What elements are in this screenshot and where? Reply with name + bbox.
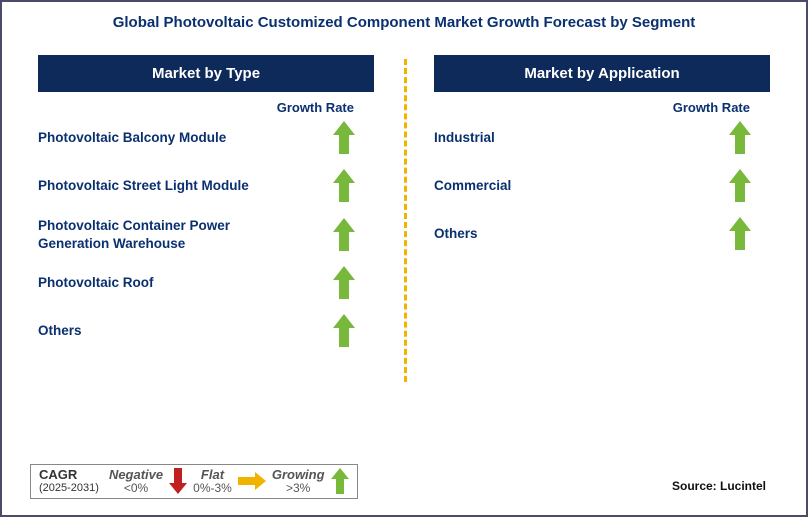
right-rows: Industrial Commercial Others [434,121,770,251]
legend-cat-label: Growing [272,468,325,482]
left-header: Market by Type [38,55,374,92]
source-text: Source: Lucintel [672,479,766,493]
segment-row: Photovoltaic Street Light Module [38,169,374,203]
legend-cat-flat: Flat 0%-3% [193,468,232,495]
right-growth-label: Growth Rate [434,100,770,115]
left-growth-label: Growth Rate [38,100,374,115]
arrow-right-icon [238,472,266,490]
growth-arrow-cell [314,314,374,348]
left-column: Market by Type Growth Rate Photovoltaic … [30,55,404,362]
arrow-up-icon [333,266,355,300]
growth-arrow-cell [710,121,770,155]
arrow-up-icon [331,468,349,494]
legend-cagr-label: CAGR [39,468,99,482]
columns-container: Market by Type Growth Rate Photovoltaic … [30,55,778,362]
right-column: Market by Application Growth Rate Indust… [404,55,778,362]
growth-arrow-cell [710,217,770,251]
legend-years: (2025-2031) [39,482,99,494]
segment-row: Photovoltaic Roof [38,266,374,300]
segment-label: Photovoltaic Roof [38,274,314,292]
left-rows: Photovoltaic Balcony Module Photovoltaic … [38,121,374,348]
growth-arrow-cell [314,121,374,155]
segment-row: Commercial [434,169,770,203]
segment-row: Others [38,314,374,348]
segment-row: Photovoltaic Balcony Module [38,121,374,155]
legend-cat-growing: Growing >3% [272,468,325,495]
segment-row: Photovoltaic Container Power Generation … [38,217,374,252]
legend-cat-range: >3% [286,482,310,495]
growth-arrow-cell [314,218,374,252]
growth-arrow-cell [710,169,770,203]
legend-cagr-block: CAGR (2025-2031) [39,468,99,494]
right-header: Market by Application [434,55,770,92]
legend-cat-label: Negative [109,468,163,482]
arrow-down-icon [169,468,187,494]
chart-title: Global Photovoltaic Customized Component… [30,14,778,31]
segment-label: Photovoltaic Balcony Module [38,129,314,147]
arrow-up-icon [333,169,355,203]
arrow-up-icon [729,217,751,251]
segment-row: Others [434,217,770,251]
arrow-up-icon [333,121,355,155]
legend-cat-range: <0% [124,482,148,495]
segment-label: Photovoltaic Street Light Module [38,177,314,195]
legend-cat-range: 0%-3% [193,482,232,495]
legend-cat-label: Flat [201,468,224,482]
growth-arrow-cell [314,266,374,300]
arrow-up-icon [333,218,355,252]
arrow-up-icon [729,121,751,155]
arrow-up-icon [729,169,751,203]
legend-cat-negative: Negative <0% [109,468,163,495]
segment-label: Photovoltaic Container Power Generation … [38,217,314,252]
segment-label: Commercial [434,177,710,195]
segment-row: Industrial [434,121,770,155]
growth-arrow-cell [314,169,374,203]
segment-label: Others [38,322,314,340]
segment-label: Others [434,225,710,243]
segment-label: Industrial [434,129,710,147]
column-divider [404,59,407,382]
arrow-up-icon [333,314,355,348]
legend: CAGR (2025-2031) Negative <0% Flat 0%-3%… [30,464,358,499]
